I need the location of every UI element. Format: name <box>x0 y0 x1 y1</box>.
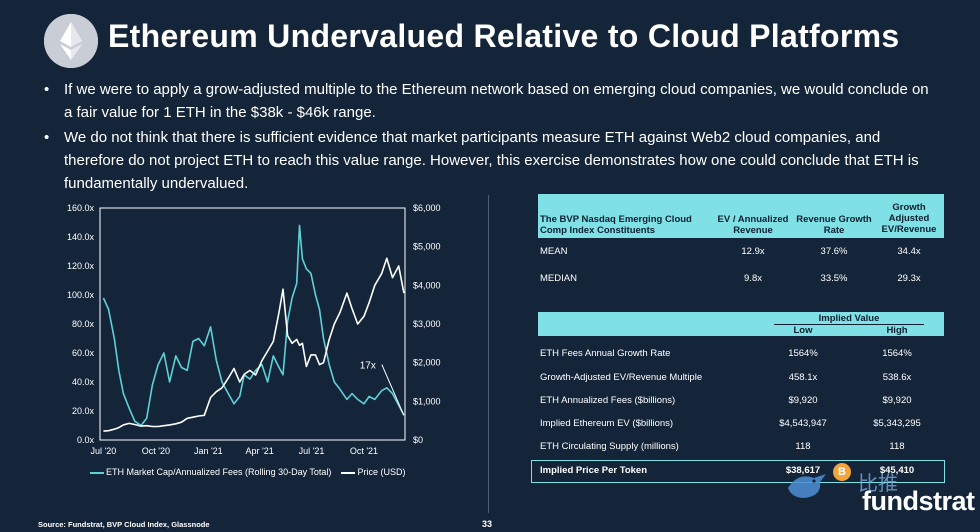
y-right-tick-label: $2,000 <box>413 358 441 368</box>
plot-frame <box>99 207 406 441</box>
cell-high: 118 <box>889 441 905 452</box>
y-left-tick-label: 60.0x <box>72 348 95 358</box>
legend-label-fees: ETH Market Cap/Annualized Fees (Rolling … <box>106 467 332 477</box>
y-right-tick-label: $6,000 <box>413 203 441 213</box>
cell-high: $9,920 <box>882 395 912 406</box>
bird-watermark-icon <box>784 468 828 507</box>
x-tick-label: Jul '20 <box>91 446 117 456</box>
header-growth-adjusted: Growth Adjusted EV/Revenue <box>881 202 937 235</box>
page-number: 33 <box>482 519 493 529</box>
cell-high: 1564% <box>882 348 912 359</box>
row-label: MEDIAN <box>540 273 577 284</box>
chart-legend: ETH Market Cap/Annualized Fees (Rolling … <box>90 467 405 477</box>
implied-value-table-header: Implied Value Low High <box>538 312 944 336</box>
y-left-tick-label: 80.0x <box>72 319 95 329</box>
cell-value: 9.8x <box>744 273 762 284</box>
header-growth-rate: Revenue Growth Rate <box>796 214 872 236</box>
row-label: ETH Fees Annual Growth Rate <box>540 348 671 359</box>
y-left-tick-label: 20.0x <box>72 406 95 416</box>
cloud-index-table-body: MEAN 12.9x 37.6% 34.4x MEDIAN 9.8x 33.5%… <box>538 244 944 294</box>
y-left-tick-label: 0.0x <box>77 435 95 445</box>
legend-swatch-fees <box>90 471 104 474</box>
row-label: Growth-Adjusted EV/Revenue Multiple <box>540 372 703 383</box>
annotation-label: 17x <box>360 361 376 372</box>
cell-low: $4,543,947 <box>779 418 827 429</box>
header-high: High <box>886 325 908 336</box>
y-right-tick-label: $0 <box>413 435 423 445</box>
cell-low: 118 <box>795 441 811 452</box>
bitcoin-coin-icon: B <box>833 463 851 481</box>
cell-value: 33.5% <box>820 273 848 284</box>
y-left-tick-label: 120.0x <box>67 261 95 271</box>
cell-high: $5,343,295 <box>873 418 921 429</box>
cell-low: $38,617 <box>785 465 821 476</box>
y-right-tick-label: $5,000 <box>413 242 441 252</box>
annotation-arrow <box>381 364 405 416</box>
source-note: Source: Fundstrat, BVP Cloud Index, Glas… <box>38 520 210 529</box>
cell-low: $9,920 <box>788 395 818 406</box>
bullet-list: If we were to apply a grow-adjusted mult… <box>40 78 940 197</box>
ethereum-logo-icon <box>44 14 98 68</box>
y-right-tick-label: $3,000 <box>413 319 441 329</box>
page-title: Ethereum Undervalued Relative to Cloud P… <box>108 18 900 54</box>
row-label: ETH Circulating Supply (millions) <box>540 441 679 452</box>
cell-value: 29.3x <box>897 273 921 284</box>
bullet-point: If we were to apply a grow-adjusted mult… <box>40 78 940 124</box>
header-ev-revenue: EV / Annualized Revenue <box>717 214 789 236</box>
header-implied-value: Implied Value <box>774 313 924 325</box>
x-tick-label: Jul '21 <box>299 446 325 456</box>
cloud-index-table-header: The BVP Nasdaq Emerging Cloud Comp Index… <box>538 194 944 238</box>
fundstrat-logo: fundstrat <box>862 486 975 516</box>
price-line <box>103 257 405 432</box>
fees-multiple-line <box>102 224 405 427</box>
y-left-tick-label: 40.0x <box>72 377 95 387</box>
legend-label-price: Price (USD) <box>357 467 406 477</box>
x-tick-label: Apr '21 <box>246 446 274 456</box>
y-left-tick-label: 140.0x <box>67 232 95 242</box>
header-low: Low <box>793 325 813 336</box>
x-tick-label: Jan '21 <box>194 446 223 456</box>
cell-high: $45,410 <box>879 465 915 476</box>
cell-value: 37.6% <box>820 246 848 257</box>
y-right-tick-label: $4,000 <box>413 280 441 290</box>
cell-value: 12.9x <box>741 246 765 257</box>
cell-high: 538.6x <box>882 372 912 383</box>
y-left-tick-label: 100.0x <box>67 290 95 300</box>
y-left-tick-label: 160.0x <box>67 203 95 213</box>
bullet-point: We do not think that there is sufficient… <box>40 126 940 195</box>
cell-low: 458.1x <box>788 372 818 383</box>
implied-price-row: Implied Price Per Token $38,617 $45,410 <box>531 460 945 483</box>
cell-value: 34.4x <box>897 246 921 257</box>
row-label: Implied Price Per Token <box>540 465 648 476</box>
implied-value-table-body: ETH Fees Annual Growth Rate 1564% 1564% … <box>538 342 944 488</box>
cell-low: 1564% <box>788 348 818 359</box>
y-right-tick-label: $1,000 <box>413 396 441 406</box>
header-constituents: The BVP Nasdaq Emerging Cloud Comp Index… <box>540 214 692 236</box>
watermark-text: 比推 <box>858 473 898 495</box>
row-label: Implied Ethereum EV ($billions) <box>540 418 674 429</box>
vertical-divider <box>488 195 489 513</box>
x-tick-label: Oct '20 <box>142 446 170 456</box>
valuation-chart: 160.0x 140.0x 120.0x 100.0x 80.0x 60.0x 40.0x 2… <box>67 203 441 456</box>
row-label: MEAN <box>540 246 568 257</box>
row-label: ETH Annualized Fees ($billions) <box>540 395 676 406</box>
x-tick-label: Oct '21 <box>350 446 378 456</box>
legend-swatch-price <box>341 471 356 474</box>
